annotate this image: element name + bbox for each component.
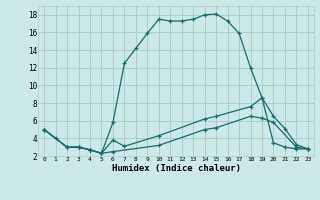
X-axis label: Humidex (Indice chaleur): Humidex (Indice chaleur) [111, 164, 241, 173]
